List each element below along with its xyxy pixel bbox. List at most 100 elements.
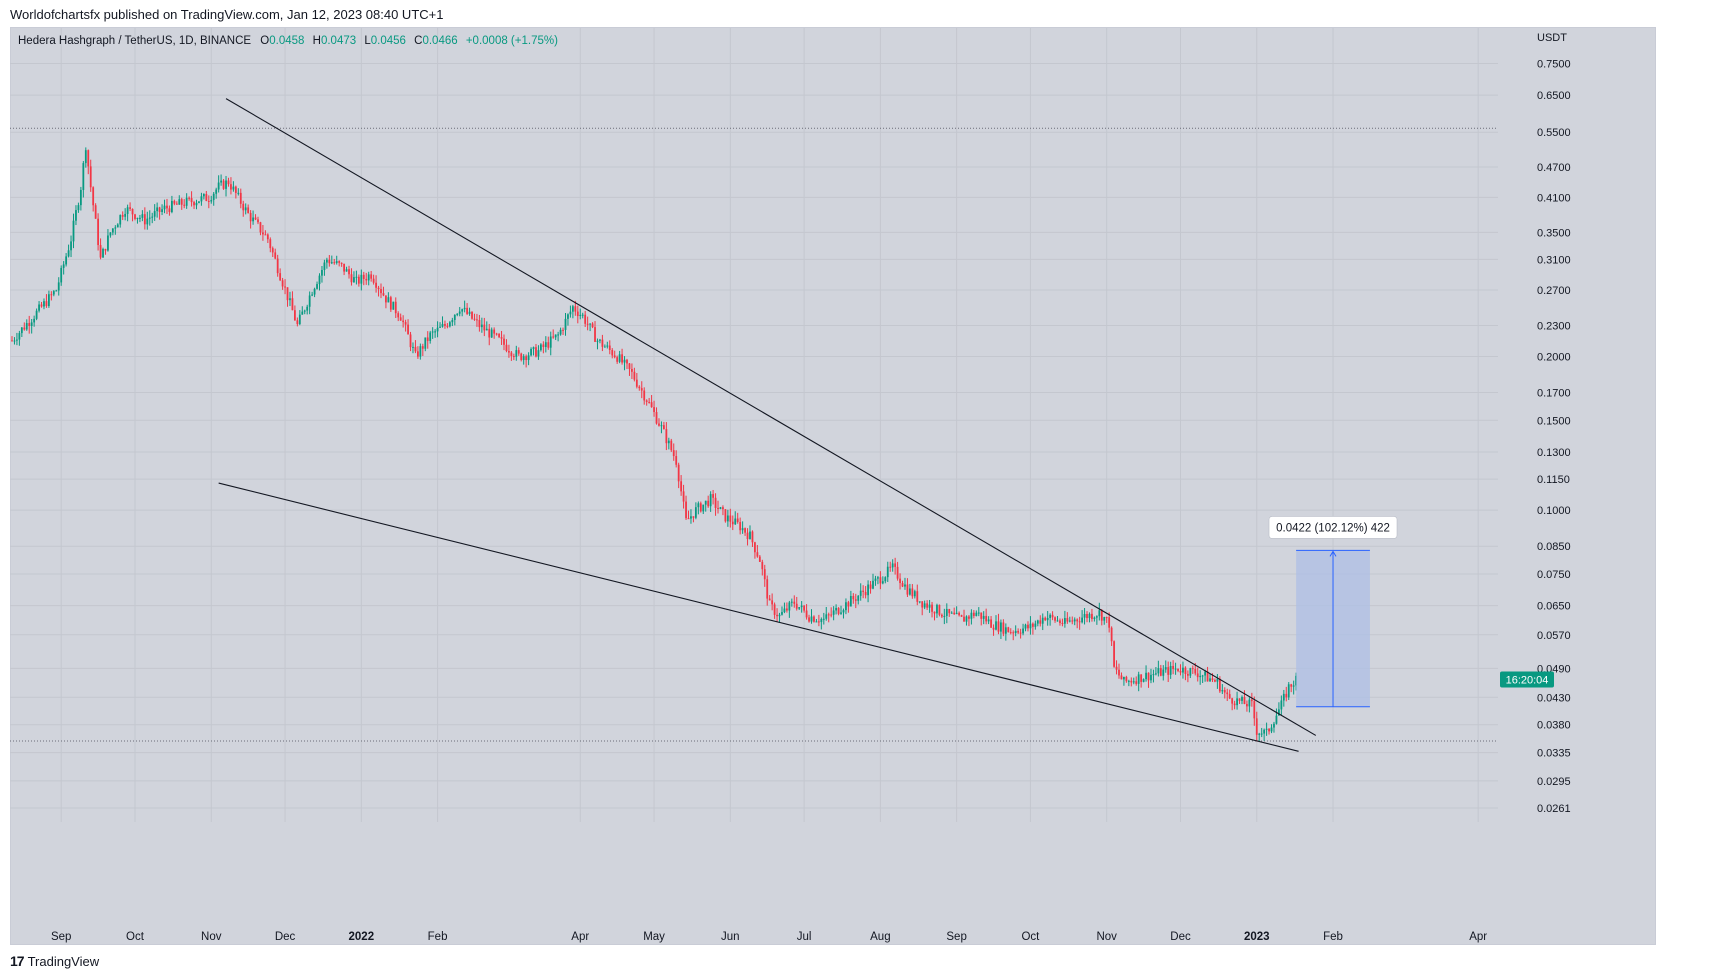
tradingview-footer[interactable]: 17 TradingView xyxy=(10,953,99,969)
candle-body xyxy=(1177,668,1179,671)
candle-body xyxy=(210,199,213,202)
candle-body xyxy=(407,324,409,335)
candle-body xyxy=(198,201,200,203)
candle-body xyxy=(1081,617,1083,623)
candle-body xyxy=(845,602,847,611)
candle-body xyxy=(1186,673,1189,676)
price-tick-label: 0.0430 xyxy=(1537,692,1571,704)
trendline-upper xyxy=(225,98,1317,736)
candle-body xyxy=(953,612,956,615)
candle-body xyxy=(685,501,687,519)
candle-body xyxy=(638,386,641,389)
candle-body xyxy=(665,429,668,444)
candle-body xyxy=(621,354,623,363)
candle-body xyxy=(1046,617,1049,621)
candle-body xyxy=(581,314,584,316)
candle-body xyxy=(355,276,358,278)
candle-body xyxy=(1127,680,1130,682)
price-tick-label: 0.1700 xyxy=(1537,388,1571,400)
candle-body xyxy=(650,402,653,408)
candle-body xyxy=(1243,697,1246,704)
candle-body xyxy=(1250,699,1253,702)
candle-body xyxy=(1027,624,1029,629)
candle-body xyxy=(11,340,13,342)
candle-body xyxy=(1100,610,1103,621)
candle-body xyxy=(936,604,938,614)
candle-body xyxy=(193,202,195,206)
time-tick-label: Oct xyxy=(126,931,145,943)
candle-body xyxy=(842,610,845,613)
candle-body xyxy=(328,259,331,264)
candle-body xyxy=(758,556,761,562)
candle-body xyxy=(862,590,865,592)
candle-body xyxy=(498,333,500,338)
candle-body xyxy=(1238,698,1241,701)
candle-body xyxy=(766,579,769,599)
candle-body xyxy=(500,337,503,339)
candle-body xyxy=(1159,668,1162,676)
arrow-head-icon xyxy=(1329,550,1337,557)
candle-body xyxy=(773,604,776,615)
candle-body xyxy=(921,601,924,608)
candle-body xyxy=(1063,618,1066,624)
candle-body xyxy=(200,196,203,202)
candle-body xyxy=(478,320,481,328)
candle-body xyxy=(414,346,417,352)
candle-body xyxy=(25,323,28,330)
candle-body xyxy=(367,274,370,281)
candle-body xyxy=(146,218,149,225)
time-tick-label: May xyxy=(643,931,665,943)
candle-body xyxy=(768,598,771,601)
candle-body xyxy=(466,307,468,314)
candle-body xyxy=(136,217,139,219)
candle-body xyxy=(1004,627,1007,634)
candle-body xyxy=(544,342,547,347)
candle-body xyxy=(134,214,136,219)
candle-body xyxy=(653,407,655,413)
candle-body xyxy=(749,531,751,540)
candle-body xyxy=(294,310,296,321)
candle-body xyxy=(156,207,159,212)
candle-body xyxy=(579,314,582,317)
candle-body xyxy=(13,340,16,342)
candle-body xyxy=(810,616,813,622)
candle-body xyxy=(92,187,95,206)
price-range-label-bg xyxy=(1268,516,1398,539)
price-axis-unit: USDT xyxy=(1537,32,1567,44)
candle-body xyxy=(48,294,50,307)
candle-body xyxy=(419,346,422,357)
candle-body xyxy=(495,333,498,335)
candle-body xyxy=(202,194,205,197)
high-label: H xyxy=(312,35,321,47)
candle-body xyxy=(1017,630,1020,633)
candle-body xyxy=(1041,617,1044,624)
candle-body xyxy=(1125,676,1128,682)
candle-body xyxy=(1000,622,1002,632)
candle-body xyxy=(867,584,869,596)
candle-body xyxy=(803,605,806,611)
candle-body xyxy=(431,331,434,333)
candle-body xyxy=(483,324,486,331)
candle-body xyxy=(694,507,697,518)
price-tick-label: 0.3500 xyxy=(1537,227,1571,239)
candle-body xyxy=(763,569,766,580)
candle-body xyxy=(308,295,311,307)
candle-body xyxy=(918,601,921,603)
candle-body xyxy=(175,203,178,205)
chart-area[interactable] xyxy=(10,27,1656,945)
candle-body xyxy=(837,607,840,614)
close-value: 0.0466 xyxy=(422,35,458,47)
candle-body xyxy=(926,603,929,608)
candle-body xyxy=(291,298,294,311)
candle-body xyxy=(933,611,936,614)
candle-body xyxy=(276,258,279,274)
candle-body xyxy=(1098,610,1101,617)
candle-body xyxy=(151,216,154,218)
candle-body xyxy=(714,497,717,508)
candle-body xyxy=(409,334,412,348)
candle-body xyxy=(99,245,102,258)
candle-body xyxy=(675,456,678,465)
candle-body xyxy=(87,150,90,167)
candle-body xyxy=(805,610,808,618)
